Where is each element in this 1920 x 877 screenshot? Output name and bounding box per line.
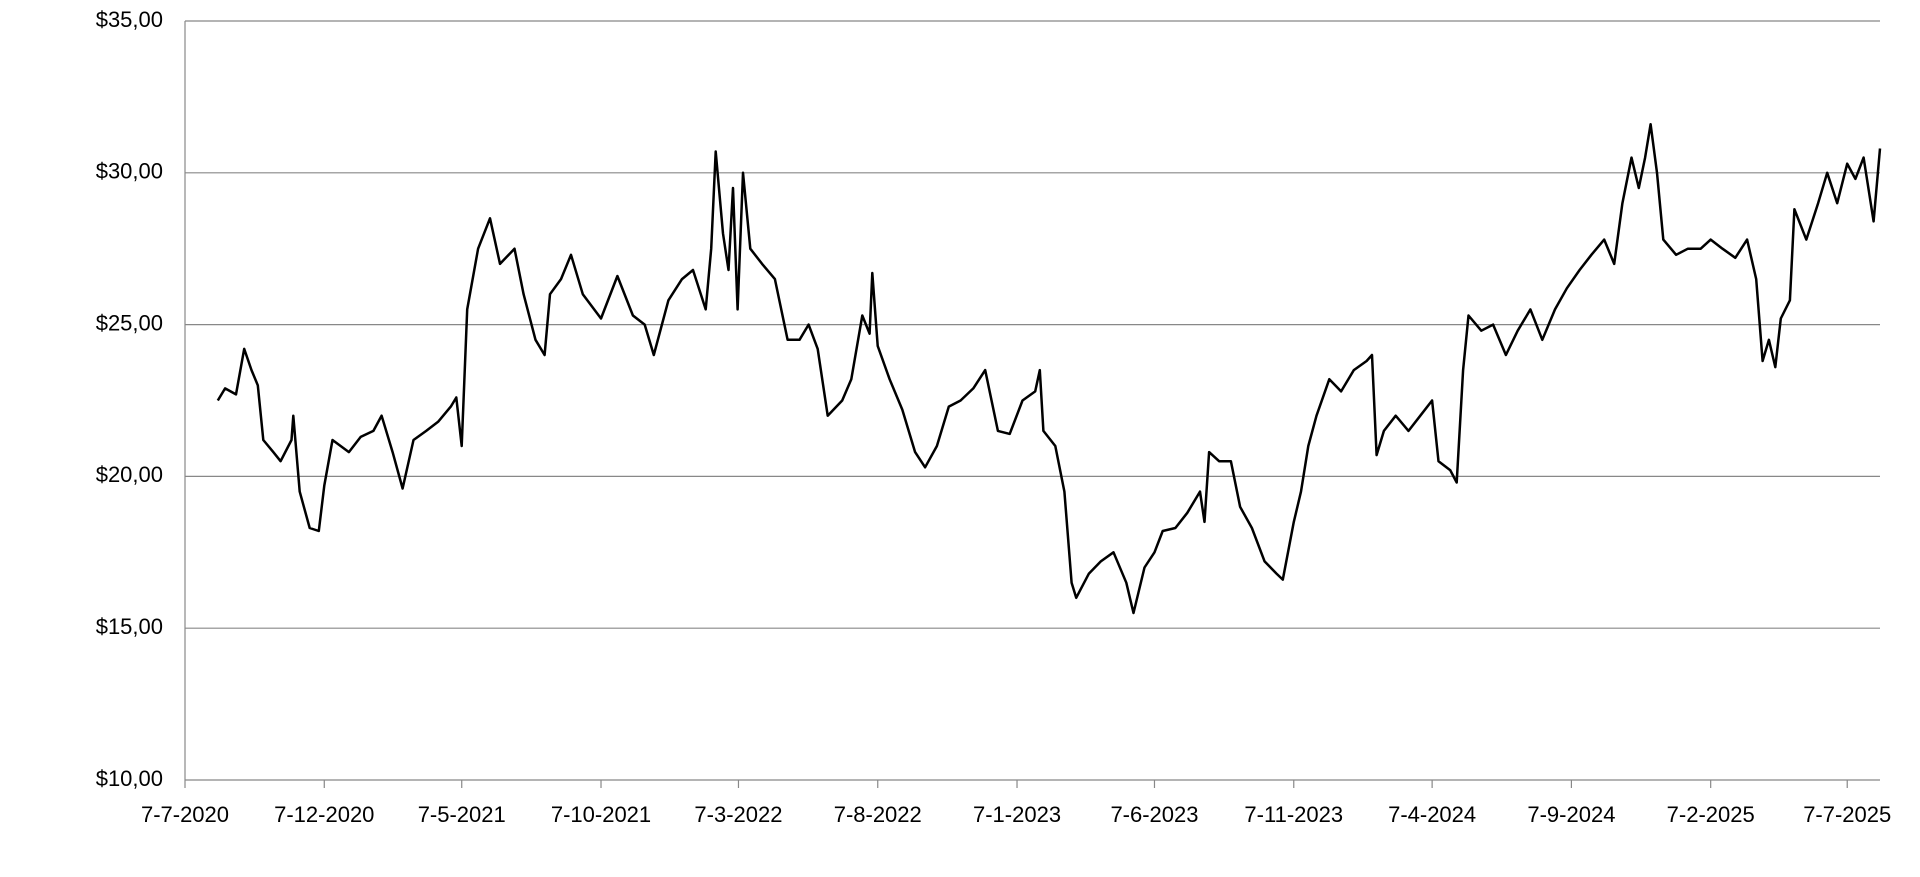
x-tick-label: 7-12-2020 bbox=[274, 802, 374, 827]
y-tick-label: $30,00 bbox=[96, 159, 163, 184]
y-tick-label: $25,00 bbox=[96, 310, 163, 335]
y-tick-label: $35,00 bbox=[96, 7, 163, 32]
x-tick-label: 7-7-2020 bbox=[141, 802, 229, 827]
price-line bbox=[216, 122, 1882, 615]
x-tick-label: 7-8-2022 bbox=[834, 802, 922, 827]
x-tick-label: 7-3-2022 bbox=[694, 802, 782, 827]
x-tick-label: 7-10-2021 bbox=[551, 802, 651, 827]
y-tick-label: $15,00 bbox=[96, 614, 163, 639]
x-tick-label: 7-5-2021 bbox=[418, 802, 506, 827]
y-tick-label: $20,00 bbox=[96, 462, 163, 487]
x-tick-label: 7-6-2023 bbox=[1110, 802, 1198, 827]
x-tick-label: 7-7-2025 bbox=[1803, 802, 1891, 827]
x-tick-label: 7-2-2025 bbox=[1667, 802, 1755, 827]
x-tick-label: 7-9-2024 bbox=[1527, 802, 1615, 827]
x-tick-label: 7-4-2024 bbox=[1388, 802, 1476, 827]
x-tick-label: 7-11-2023 bbox=[1244, 802, 1343, 827]
y-tick-label: $10,00 bbox=[96, 766, 163, 791]
x-tick-label: 7-1-2023 bbox=[973, 802, 1061, 827]
